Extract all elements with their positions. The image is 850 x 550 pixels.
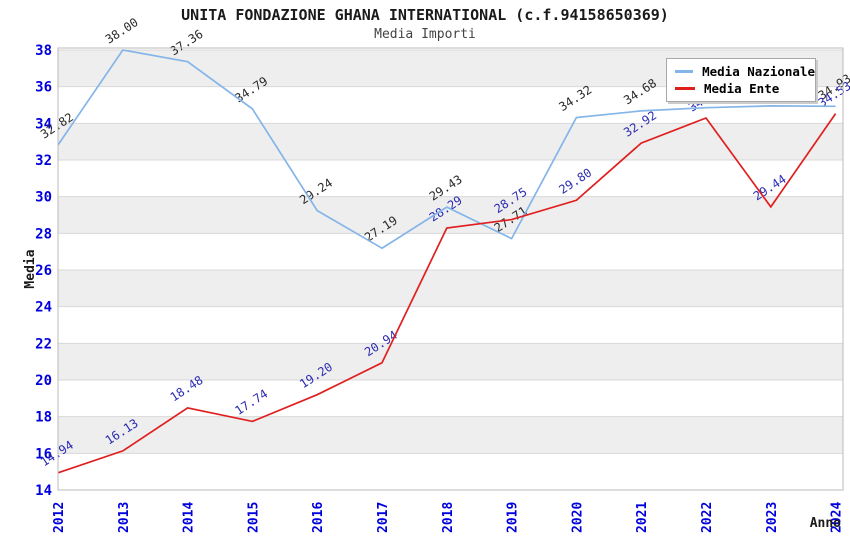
svg-text:2022: 2022: [700, 502, 715, 533]
svg-text:2023: 2023: [765, 502, 780, 533]
legend-label-ente: Media Ente: [704, 81, 780, 97]
svg-text:2017: 2017: [376, 502, 391, 533]
chart-subtitle: Media Importi: [374, 27, 476, 42]
svg-text:2013: 2013: [117, 502, 132, 533]
svg-text:2024: 2024: [830, 502, 845, 533]
svg-text:38: 38: [35, 43, 52, 59]
svg-text:34: 34: [35, 116, 52, 132]
nazionale-line-swatch-icon: [675, 69, 694, 73]
svg-text:2018: 2018: [441, 502, 456, 533]
ente-line-swatch-icon: [675, 87, 695, 91]
svg-text:Media: Media: [23, 249, 38, 288]
svg-text:2021: 2021: [635, 502, 650, 533]
legend-label-nazionale: Media Nazionale: [702, 63, 815, 79]
svg-text:Anno: Anno: [810, 516, 841, 531]
svg-text:16: 16: [35, 446, 52, 462]
svg-text:30: 30: [35, 190, 52, 206]
svg-text:24: 24: [35, 300, 52, 316]
svg-text:14: 14: [35, 483, 52, 499]
svg-text:28: 28: [35, 226, 52, 242]
legend: Media Nazionale Media Ente: [666, 58, 816, 102]
legend-item-media-nazionale: Media Nazionale: [675, 64, 815, 79]
svg-text:2012: 2012: [52, 502, 67, 533]
svg-text:2020: 2020: [570, 502, 585, 533]
svg-text:22: 22: [35, 336, 52, 352]
svg-text:38.00: 38.00: [103, 15, 141, 46]
svg-text:20: 20: [35, 373, 52, 389]
legend-item-media-ente: Media Ente: [675, 81, 815, 96]
chart-title: UNITA FONDAZIONE GHANA INTERNATIONAL (c.…: [181, 6, 669, 24]
svg-text:2015: 2015: [246, 502, 261, 533]
svg-text:36: 36: [35, 80, 52, 96]
svg-text:26: 26: [35, 263, 52, 279]
svg-text:32: 32: [35, 153, 52, 169]
svg-text:18: 18: [35, 410, 52, 426]
svg-text:2016: 2016: [311, 502, 326, 533]
svg-text:2019: 2019: [506, 502, 521, 533]
svg-text:2014: 2014: [182, 502, 197, 533]
